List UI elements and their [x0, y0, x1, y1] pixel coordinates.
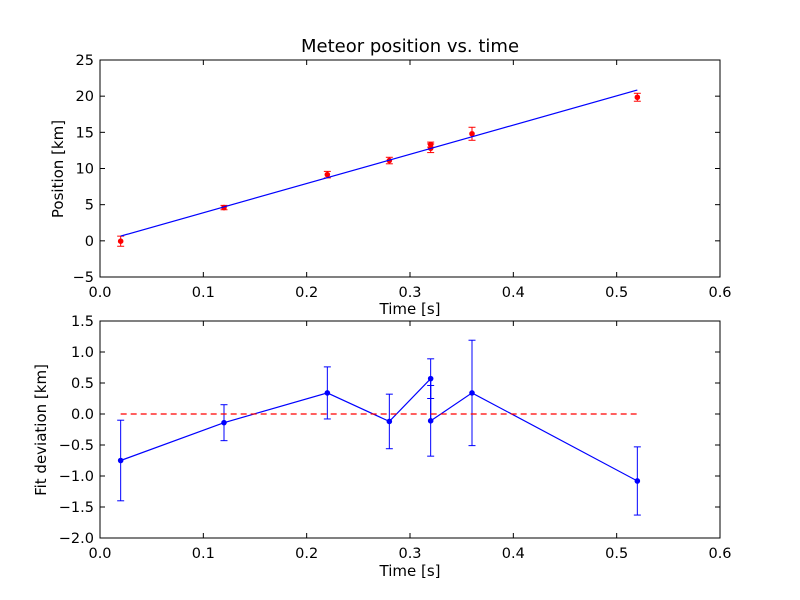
data-point: [386, 418, 393, 425]
position-plot-ytick-label: 20: [76, 89, 94, 105]
fit-line: [120, 89, 638, 237]
position-plot-xtick-label: 0.3: [398, 285, 421, 301]
position-plot-ytick-label: 10: [76, 162, 94, 178]
deviation-plot: Time [s] Fit deviation [km] 0.0 0.1 0.2 0.3…: [32, 314, 732, 580]
position-plot-xtick-label: 0.2: [295, 285, 318, 301]
deviation-plot-xtick-label: 0.6: [708, 546, 731, 562]
data-point: [324, 171, 331, 178]
deviation-plot-ytick-label: −0.5: [59, 438, 94, 454]
position-plot: Meteor position vs. time Time [s] Positi…: [49, 36, 732, 318]
deviation-plot-ytick-label: −1.5: [59, 500, 94, 516]
position-plot-ytick-label: 15: [76, 125, 94, 141]
data-point: [117, 457, 124, 464]
deviation-plot-xtick-label: 0.4: [502, 546, 525, 562]
position-plot-xtick-label: 0.5: [605, 285, 628, 301]
deviation-plot-ytick-label: 0.0: [71, 407, 94, 423]
position-plot-xtick-label: 0.4: [502, 285, 525, 301]
data-point: [469, 130, 475, 137]
deviation-plot-xtick-label: 0.0: [88, 546, 111, 562]
data-point: [117, 238, 124, 244]
deviation-plot-xtick-label: 0.1: [192, 546, 215, 562]
data-point: [427, 375, 434, 382]
data-point: [634, 478, 641, 484]
position-plot-xtick-label: 0.0: [88, 285, 111, 301]
data-point: [427, 418, 434, 424]
position-plot-frame: [99, 59, 721, 278]
deviation-line: [120, 377, 638, 482]
position-plot-xlabel: Time [s]: [379, 300, 441, 318]
deviation-plot-frame: [99, 320, 721, 539]
deviation-plot-ytick-label: 1.5: [71, 314, 94, 330]
data-point: [221, 419, 227, 426]
position-plot-ytick-label: 0: [85, 234, 94, 250]
position-plot-title: Meteor position vs. time: [301, 36, 519, 57]
deviation-plot-xlabel: Time [s]: [379, 562, 441, 580]
position-plot-ytick-label: −5: [73, 270, 94, 286]
position-plot-ytick-label: 25: [76, 53, 94, 69]
deviation-plot-ytick-label: −1.0: [59, 469, 94, 485]
position-plot-ylabel: Position [km]: [49, 120, 67, 218]
deviation-plot-xtick-label: 0.3: [398, 546, 421, 562]
deviation-plot-xtick-label: 0.5: [605, 546, 628, 562]
deviation-plot-ylabel: Fit deviation [km]: [32, 364, 50, 496]
position-plot-marks: 0.0 0.1 0.2 0.3 0.4 0.5 0.6 −5 0 5 10 15 20 25: [73, 53, 732, 301]
position-plot-xtick-label: 0.1: [192, 285, 215, 301]
data-point: [469, 390, 475, 396]
deviation-plot-xtick-label: 0.2: [295, 546, 318, 562]
deviation-plot-ytick-label: 1.0: [71, 345, 94, 361]
data-point: [634, 94, 641, 101]
position-plot-ytick-label: 5: [85, 198, 94, 214]
data-point: [324, 390, 331, 396]
deviation-plot-ytick-label: 0.5: [71, 376, 94, 392]
deviation-plot-ytick-label: −2.0: [59, 531, 94, 547]
position-plot-xtick-label: 0.6: [708, 285, 731, 301]
